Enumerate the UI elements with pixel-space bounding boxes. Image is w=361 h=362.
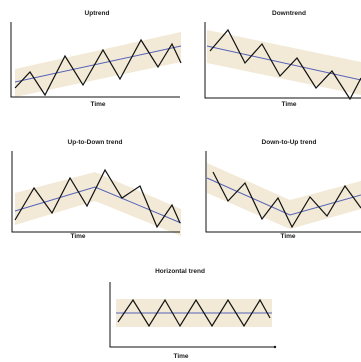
axis-end-dot (273, 345, 277, 349)
axis-lines (11, 151, 180, 233)
panel-title: Uptrend (85, 10, 110, 17)
axis-lines (10, 22, 180, 98)
trend-band (207, 163, 361, 229)
panel-down-to-up-trend: Down-to-Up trend Time (205, 139, 361, 240)
price-line (117, 298, 271, 328)
panel-uptrend: Uptrend Time (10, 10, 182, 108)
x-axis-label: Time (90, 101, 105, 108)
trend-line (206, 45, 361, 81)
trend-band (15, 172, 181, 236)
trend-line (206, 177, 361, 216)
trend-line (14, 186, 182, 224)
price-line (209, 28, 361, 101)
panel-downtrend: Downtrend Time (204, 10, 361, 108)
panel-title: Down-to-Up trend (262, 139, 317, 146)
panel-title: Up-to-Down trend (68, 139, 123, 146)
x-axis-label: Time (280, 233, 295, 240)
axis-lines (204, 22, 361, 99)
panel-up-to-down-trend: Up-to-Down trend Time (11, 139, 182, 240)
price-line (212, 171, 361, 229)
panel-title: Horizontal trend (155, 268, 205, 275)
price-line (14, 168, 181, 229)
x-axis-label: Time (173, 353, 188, 360)
price-line (14, 38, 182, 97)
x-axis-label: Time (281, 101, 296, 108)
panel-title: Downtrend (272, 10, 306, 17)
trend-line (14, 45, 182, 83)
panel-horizontal-trend: Horizontal trend Time (109, 268, 277, 360)
axis-lines (205, 151, 361, 233)
x-axis-label: Time (70, 233, 85, 240)
axis-lines (109, 282, 275, 348)
